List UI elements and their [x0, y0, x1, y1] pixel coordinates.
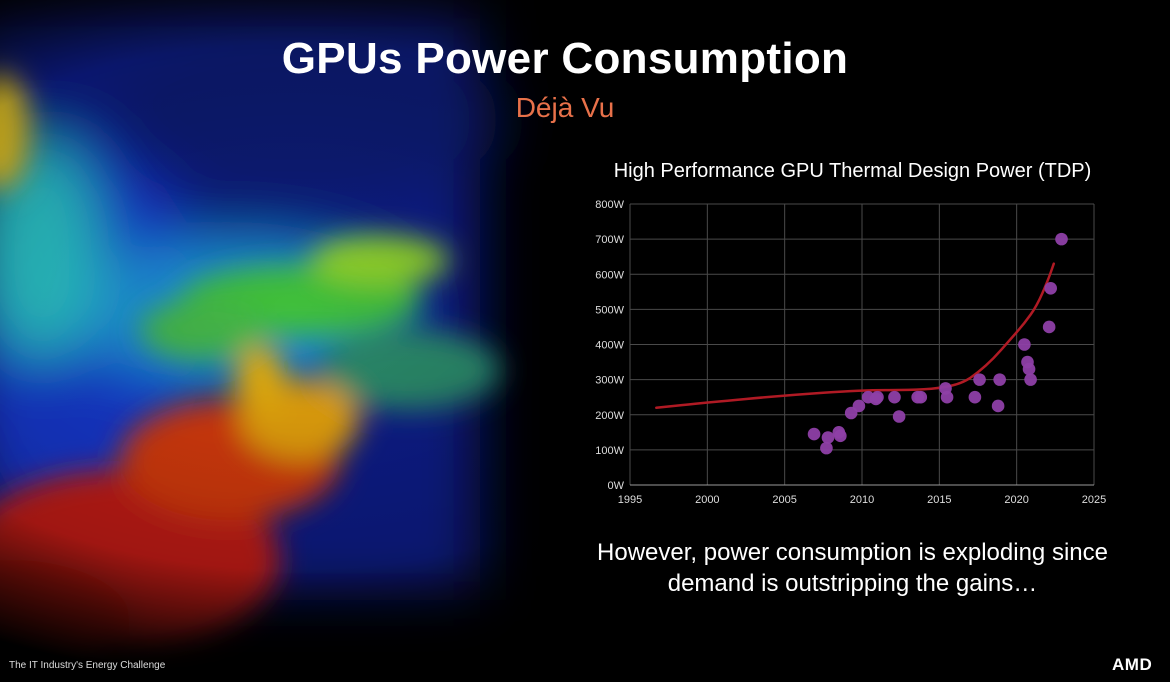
y-tick-label: 300W — [595, 375, 624, 387]
y-tick-label: 700W — [595, 234, 624, 246]
data-point — [1055, 232, 1068, 246]
data-point — [1018, 338, 1031, 351]
x-tick-label: 2005 — [772, 494, 796, 506]
y-tick-label: 600W — [595, 269, 624, 281]
data-point — [1042, 320, 1056, 334]
data-point — [968, 390, 982, 404]
x-tick-label: 2000 — [695, 494, 719, 506]
data-point — [852, 399, 866, 413]
data-point — [940, 390, 954, 404]
y-tick-label: 400W — [595, 340, 624, 352]
data-point — [892, 410, 906, 423]
trend-line-group — [655, 262, 1056, 409]
y-tick-label: 200W — [595, 410, 624, 422]
x-tick-label: 1995 — [618, 494, 642, 506]
data-point — [834, 429, 847, 443]
data-point — [820, 441, 833, 455]
caption-line-1: However, power consumption is exploding … — [597, 539, 1108, 566]
y-tick-label: 500W — [595, 304, 624, 316]
amd-logo: AMD — [1112, 655, 1153, 674]
data-point — [807, 427, 821, 441]
slide-subtitle: Déjà Vu — [515, 92, 615, 123]
data-point — [914, 390, 928, 404]
chart-grid — [629, 203, 1095, 486]
trend-line — [655, 262, 1056, 409]
data-point — [1022, 362, 1036, 376]
data-point — [888, 390, 901, 404]
data-point — [821, 431, 835, 444]
data-point — [871, 390, 884, 404]
tdp-scatter-chart: 1995 2000 2005 2010 2015 2020 2025 0W 100W 200W 30… — [595, 199, 1106, 506]
x-tick-label: 2010 — [850, 494, 874, 506]
y-tick-label: 0W — [608, 480, 625, 492]
slide-caption: However, power consumption is exploding … — [555, 537, 1150, 599]
slide-title: GPUs Power Consumption — [281, 34, 849, 83]
data-point — [1044, 282, 1057, 295]
y-tick-label: 100W — [595, 445, 624, 457]
y-tick-label: 800W — [595, 199, 624, 211]
data-point — [991, 399, 1005, 413]
caption-line-2: demand is outstripping the gains… — [667, 570, 1038, 597]
data-points-group — [807, 232, 1068, 455]
footer-text: The IT Industry's Energy Challenge — [9, 660, 166, 671]
x-tick-label: 2020 — [1004, 494, 1028, 506]
chart-axes: 1995 2000 2005 2010 2015 2020 2025 0W 100W 200W 30… — [595, 199, 1106, 506]
data-point — [973, 373, 986, 386]
data-point — [1024, 373, 1037, 386]
chart-title: High Performance GPU Thermal Design Powe… — [613, 160, 1092, 182]
data-point — [993, 373, 1006, 386]
x-tick-label: 2025 — [1082, 494, 1106, 506]
x-tick-label: 2015 — [927, 494, 951, 506]
